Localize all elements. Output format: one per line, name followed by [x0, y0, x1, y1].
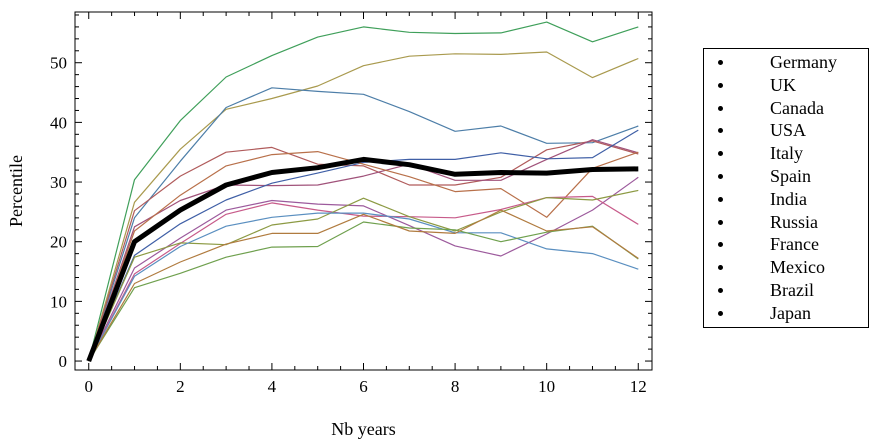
x-tick-label: 2: [176, 377, 185, 396]
series-line-9: [88, 195, 639, 362]
legend-item: Italy: [704, 142, 868, 164]
series-line-10: [88, 189, 639, 362]
legend-bullet-icon: [718, 242, 723, 248]
legend-item: Russia: [704, 211, 868, 233]
legend-bullet-icon: [718, 310, 723, 316]
legend-label: Spain: [770, 166, 812, 186]
y-tick-label: 30: [50, 173, 67, 192]
legend-bullet-icon: [718, 82, 723, 88]
legend-item: Spain: [704, 165, 868, 187]
legend-item: Brazil: [704, 279, 868, 301]
line-chart: 0 2 4 6 8 10 12 0 10 20 30 40 50 Nb years Percentile: [6, 11, 653, 439]
legend-label: Canada: [770, 97, 824, 118]
series-line-3: [88, 87, 639, 362]
legend-bullet-icon: [718, 265, 723, 271]
y-tick-label: 20: [50, 233, 67, 252]
legend-label: Mexico: [770, 257, 825, 278]
legend-item: Mexico: [704, 256, 868, 278]
x-axis-label: Nb years: [331, 419, 395, 439]
legend-label: Japan: [770, 302, 811, 323]
series-line-2: [88, 51, 639, 362]
series-line-1: [88, 21, 639, 362]
series-line-8: [88, 176, 639, 362]
y-tick-label: 0: [59, 352, 68, 371]
legend: Germany UK Canada USA Italy Spain India Russia F…: [703, 48, 869, 328]
legend-label: Germany: [770, 52, 837, 72]
legend-item: UK: [704, 74, 868, 96]
x-tick-label: 0: [84, 377, 93, 396]
legend-bullet-icon: [718, 60, 723, 65]
legend-bullet-icon: [718, 288, 723, 293]
x-tick-label: 6: [359, 377, 368, 396]
legend-bullet-icon: [718, 174, 723, 179]
legend-bullet-icon: [718, 151, 723, 157]
series-line-13: [88, 209, 639, 362]
series-line-4: [88, 140, 639, 362]
y-tick-label: 50: [50, 54, 67, 73]
series-line-7: [88, 151, 639, 362]
x-tick-label: 4: [268, 377, 277, 396]
legend-item: India: [704, 188, 868, 210]
series-line-6: [88, 129, 639, 362]
legend-label: France: [770, 234, 819, 255]
x-tick-label: 12: [630, 377, 647, 396]
legend-label: India: [770, 188, 807, 209]
y-axis-label: Percentile: [6, 155, 26, 227]
legend-item: Canada: [704, 97, 868, 119]
x-tick-label: 8: [451, 377, 460, 396]
legend-label: UK: [770, 74, 796, 95]
legend-label: Russia: [770, 211, 819, 232]
legend-item: USA: [704, 119, 868, 141]
legend-label: USA: [770, 120, 807, 141]
series-line-average: [86, 156, 639, 362]
axis-ticks: 0 2 4 6 8 10 12 0 10 20 30 40 50: [50, 12, 652, 396]
legend-item: Japan: [704, 302, 868, 324]
legend-label: Brazil: [770, 280, 814, 300]
legend-bullet-icon: [718, 128, 723, 134]
legend-bullet-icon: [718, 105, 723, 111]
x-tick-label: 10: [538, 377, 555, 396]
legend-item: France: [704, 233, 868, 255]
y-tick-label: 40: [50, 113, 67, 132]
series-line-12: [88, 221, 639, 362]
legend-bullet-icon: [718, 219, 723, 225]
legend-item: Germany: [704, 51, 868, 73]
series-line-11: [88, 212, 639, 362]
y-tick-label: 10: [50, 292, 67, 311]
legend-bullet-icon: [718, 196, 723, 202]
legend-label: Italy: [770, 143, 803, 164]
plot-lines: [86, 21, 639, 362]
